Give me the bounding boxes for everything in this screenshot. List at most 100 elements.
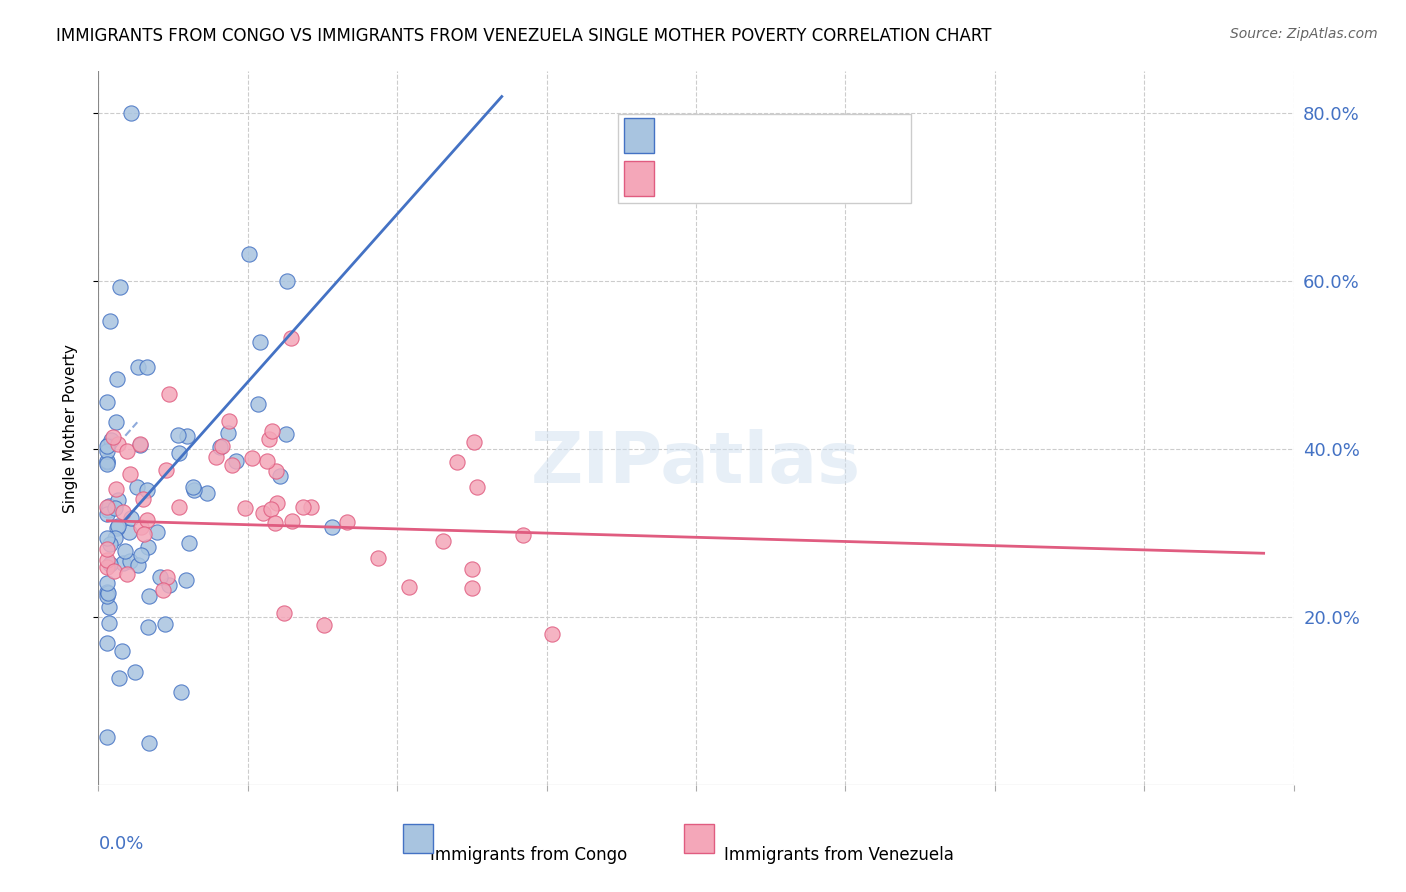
Point <box>260 502 283 516</box>
Point <box>96 457 118 471</box>
Point <box>195 485 218 500</box>
Point <box>96 542 118 557</box>
Point <box>96 559 118 574</box>
Text: IMMIGRANTS FROM CONGO VS IMMIGRANTS FROM VENEZUELA SINGLE MOTHER POVERTY CORRELA: IMMIGRANTS FROM CONGO VS IMMIGRANTS FROM… <box>56 27 991 45</box>
Point <box>467 480 489 494</box>
Point <box>167 428 190 442</box>
Point <box>118 525 141 540</box>
Point <box>136 483 159 497</box>
Point <box>280 331 302 345</box>
FancyBboxPatch shape <box>685 824 714 853</box>
Point <box>120 510 142 524</box>
Point <box>132 492 155 507</box>
Point <box>156 570 179 584</box>
Point <box>111 505 134 519</box>
Point <box>138 736 160 750</box>
Point <box>107 492 129 507</box>
Point <box>463 434 485 449</box>
Point <box>247 397 270 411</box>
Point <box>217 425 239 440</box>
Point <box>97 586 120 600</box>
Point <box>266 496 288 510</box>
Point <box>111 556 134 570</box>
Point <box>120 106 142 120</box>
Point <box>292 500 315 514</box>
Point <box>129 437 152 451</box>
Point <box>96 395 118 409</box>
Point <box>107 519 129 533</box>
Point <box>256 454 278 468</box>
Point <box>211 439 233 453</box>
Point <box>367 550 389 565</box>
Point <box>96 455 118 469</box>
Point <box>129 520 152 534</box>
Point <box>105 415 128 429</box>
Point <box>138 589 160 603</box>
Point <box>117 567 139 582</box>
FancyBboxPatch shape <box>619 114 911 203</box>
Point <box>96 553 118 567</box>
FancyBboxPatch shape <box>624 161 654 196</box>
Point <box>179 536 201 550</box>
Point <box>98 600 121 615</box>
Point <box>101 430 124 444</box>
Point <box>276 427 298 442</box>
Point <box>233 501 256 516</box>
Point <box>155 463 177 477</box>
Point <box>115 444 138 458</box>
Point <box>103 531 125 545</box>
Text: Immigrants from Congo: Immigrants from Congo <box>430 846 627 863</box>
Point <box>208 440 231 454</box>
Point <box>146 525 169 540</box>
Point <box>114 543 136 558</box>
Point <box>336 515 359 529</box>
Point <box>127 480 149 494</box>
Point <box>221 458 243 472</box>
Point <box>157 577 180 591</box>
Point <box>541 627 564 641</box>
Point <box>105 372 128 386</box>
Point <box>167 446 190 460</box>
Point <box>127 359 149 374</box>
Point <box>96 636 118 650</box>
Point <box>107 672 129 686</box>
Point <box>96 500 118 514</box>
Point <box>100 557 122 571</box>
Point <box>132 527 155 541</box>
Text: R =  0.472   N = 74: R = 0.472 N = 74 <box>661 121 866 139</box>
Point <box>136 540 159 554</box>
Point <box>111 644 134 658</box>
Point <box>205 450 228 465</box>
Point <box>149 570 172 584</box>
Point <box>96 730 118 744</box>
Point <box>124 665 146 679</box>
Point <box>299 500 322 515</box>
Point <box>108 280 131 294</box>
Point <box>96 585 118 599</box>
Point <box>512 528 534 542</box>
Point <box>129 548 152 562</box>
Point <box>96 531 118 545</box>
Point <box>252 506 274 520</box>
Text: ZIPatlas: ZIPatlas <box>531 429 860 499</box>
Point <box>181 480 204 494</box>
Point <box>461 561 484 575</box>
Point <box>135 360 157 375</box>
Point <box>105 521 128 535</box>
Point <box>96 589 118 603</box>
Point <box>96 438 118 452</box>
FancyBboxPatch shape <box>404 824 433 853</box>
Point <box>269 469 291 483</box>
Point <box>432 534 454 549</box>
Point <box>276 274 298 288</box>
Point <box>167 500 190 515</box>
Text: 0.0%: 0.0% <box>98 835 143 853</box>
Point <box>312 617 335 632</box>
Point <box>105 482 128 496</box>
Point <box>96 503 118 517</box>
Point <box>118 554 141 568</box>
Point <box>98 537 121 551</box>
Point <box>153 616 176 631</box>
Point <box>321 520 343 534</box>
Point <box>174 574 197 588</box>
